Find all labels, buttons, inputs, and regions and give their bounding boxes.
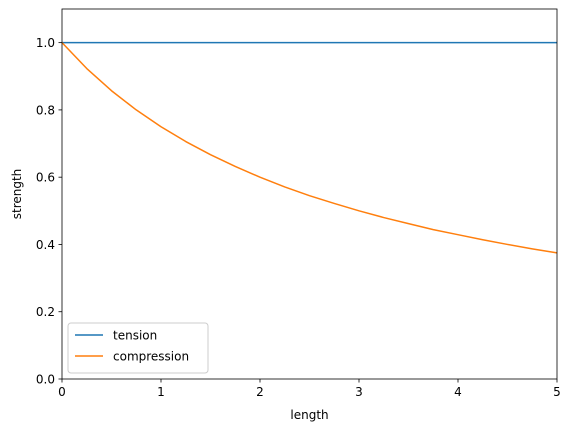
plot-lines [61,41,558,254]
x-axis-label: length [290,408,328,422]
y-axis-label: strength [10,169,24,220]
y-axis-ticks: 0.0 0.2 0.4 0.6 0.8 1.0 [36,36,62,387]
x-tick-label: 5 [553,385,561,399]
x-tick-label: 0 [58,385,66,399]
x-tick-label: 1 [157,385,165,399]
y-tick-label: 0.8 [36,103,55,117]
legend: tension compression [67,322,209,374]
y-tick-label: 0.2 [36,305,55,319]
y-tick-label: 1.0 [36,36,55,50]
series-line-compression [61,42,558,254]
legend-label: tension [113,329,157,343]
y-tick-label: 0.6 [36,171,55,185]
y-tick-label: 0.4 [36,238,55,252]
y-tick-label: 0.0 [36,373,55,387]
x-tick-label: 2 [256,385,264,399]
plot-frame [61,8,558,380]
legend-label: compression [113,350,189,364]
x-tick-label: 4 [454,385,462,399]
x-axis-ticks: 0 1 2 3 4 5 [58,379,561,399]
x-tick-label: 3 [355,385,363,399]
